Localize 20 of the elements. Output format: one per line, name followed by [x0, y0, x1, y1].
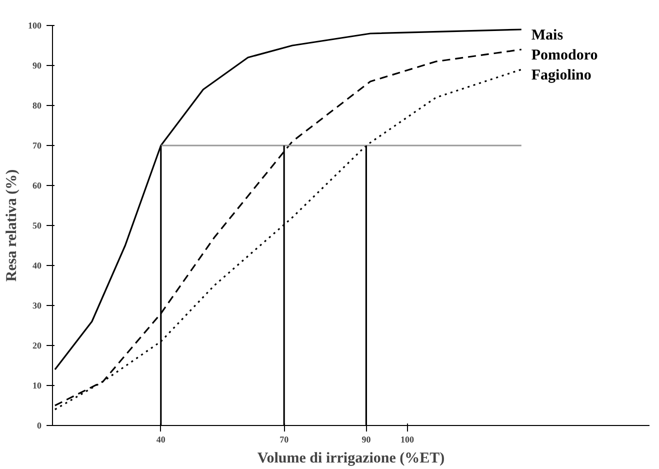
x-tick-label: 70	[280, 434, 290, 444]
x-tick-label: 90	[362, 434, 372, 444]
x-axis-title: Volume di irrigazione (%ET)	[257, 450, 445, 466]
y-tick-label: 10	[32, 380, 42, 390]
y-tick-label: 40	[32, 260, 42, 270]
y-tick-label: 100	[28, 20, 42, 30]
series-label: Fagiolino	[531, 68, 592, 84]
x-tick-label: 40	[156, 434, 166, 444]
y-tick-label: 60	[32, 180, 42, 190]
series-label: Mais	[531, 28, 564, 44]
y-tick-label: 0	[37, 420, 42, 430]
y-tick-label: 70	[32, 140, 42, 150]
y-axis-title: Resa relativa (%)	[4, 169, 20, 282]
y-tick-label: 80	[32, 100, 42, 110]
y-tick-label: 30	[32, 300, 42, 310]
series-label: Pomodoro	[531, 48, 598, 64]
y-tick-label: 90	[32, 60, 42, 70]
y-tick-label: 50	[32, 220, 42, 230]
x-tick-label: 100	[400, 434, 414, 444]
y-tick-label: 20	[32, 340, 42, 350]
